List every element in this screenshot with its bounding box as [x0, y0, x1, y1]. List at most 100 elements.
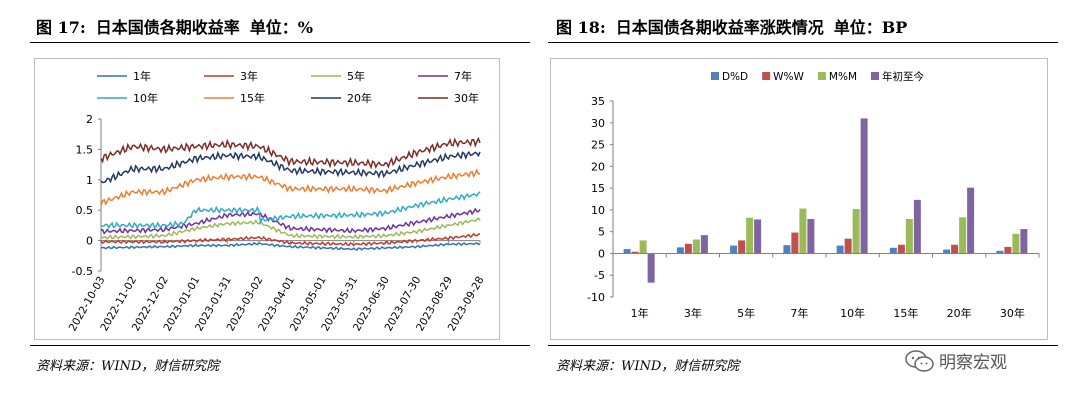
legend-label: 1年	[133, 69, 151, 83]
figure-title: 图 18: 日本国债各期收益率涨跌情况 单位：BP	[556, 14, 917, 38]
x-tick-label: 5年	[737, 306, 755, 320]
source-note: 资料来源：WIND，财信研究院	[556, 359, 740, 374]
bar	[897, 244, 905, 254]
x-tick-label: 1年	[631, 306, 649, 320]
bar	[647, 253, 655, 283]
y-tick-label: 1	[86, 174, 93, 187]
legend-label: 7年	[454, 69, 472, 83]
bar	[996, 250, 1004, 254]
y-tick-label: 1.5	[76, 143, 94, 156]
bar	[967, 187, 975, 254]
y-tick-label: 30	[591, 117, 605, 130]
y-tick-label: 25	[591, 139, 605, 152]
bar	[943, 249, 951, 254]
legend-swatch	[711, 72, 719, 80]
bar	[1012, 233, 1020, 254]
source-rule	[30, 345, 530, 346]
figure-title-text: 日本国债各期收益率涨跌情况	[615, 18, 824, 37]
legend-label: 30年	[454, 91, 479, 105]
legend-label: D%D	[722, 71, 748, 83]
legend-label: 10年	[133, 91, 158, 105]
panel-change-chart: 图 18: 日本国债各期收益率涨跌情况 单位：BP D%D W%W M%M 年初至今 -10…	[534, 0, 1068, 403]
x-tick-label: 20年	[947, 306, 972, 320]
title-rule	[548, 42, 1058, 43]
legend-label: 15年	[240, 91, 265, 105]
y-tick-label: 15	[591, 182, 605, 195]
bar	[684, 243, 692, 254]
legend-swatch	[871, 72, 880, 80]
bar	[730, 245, 738, 254]
legend-swatch	[762, 72, 771, 80]
y-tick-label: -5	[594, 269, 605, 282]
y-tick-label: 0	[598, 247, 605, 260]
series-line	[100, 168, 480, 206]
legend-label: 20年	[347, 91, 372, 105]
series-line	[100, 232, 481, 247]
y-tick-label: 5	[598, 226, 605, 239]
source-rule	[548, 345, 1058, 346]
bar	[1020, 229, 1028, 254]
x-tick-label: 30年	[1000, 306, 1025, 320]
bar	[631, 251, 639, 254]
watermark-text: 明察宏观	[939, 353, 1007, 373]
y-tick-label: 2	[86, 113, 93, 126]
x-tick-label: 3年	[684, 306, 702, 320]
title-rule	[30, 42, 530, 43]
y-tick-label: 10	[591, 204, 605, 217]
panel-yield-chart: 图 17: 日本国债各期收益率 单位：% 1年 3年 5年 7年 10年 15年 20年 30年 -…	[30, 18, 530, 374]
bar	[799, 208, 807, 254]
bar	[1004, 246, 1012, 254]
bar	[852, 209, 860, 254]
bar	[913, 199, 921, 254]
bar	[676, 247, 684, 254]
figure-unit: 单位：%	[249, 18, 313, 37]
series-line	[100, 150, 481, 184]
legend-label: W%W	[773, 71, 804, 83]
legend-label: 5年	[347, 69, 365, 83]
series-line	[100, 136, 481, 170]
legend-label: M%M	[829, 71, 857, 83]
figure-unit: 单位：BP	[833, 18, 908, 37]
series-line	[100, 241, 481, 252]
bar	[889, 247, 897, 254]
bar	[844, 238, 852, 254]
bar	[783, 245, 791, 254]
y-tick-label: -0.5	[72, 265, 93, 278]
y-tick-label: 35	[591, 95, 605, 108]
figure-title-text: 日本国债各期收益率	[95, 18, 240, 37]
series-line	[100, 207, 481, 235]
y-tick-label: -10	[587, 291, 605, 304]
bar	[623, 249, 631, 254]
bar	[692, 239, 700, 254]
bar	[700, 235, 708, 254]
bar-chart: D%D W%W M%M 年初至今 -10 -5 0 5 10 15 20 25 30 35 1年 3年 5年 7年…	[587, 70, 1040, 320]
bar	[639, 240, 647, 254]
wechat-icon	[905, 349, 934, 372]
source-note: 资料来源：WIND，财信研究院	[36, 359, 220, 374]
legend-label: 3年	[240, 69, 258, 83]
bar	[807, 219, 815, 254]
watermark: 明察宏观	[905, 348, 1007, 373]
bar	[791, 232, 799, 254]
bar	[738, 240, 746, 254]
bar	[746, 217, 754, 254]
figure-label: 图 17:	[36, 18, 86, 37]
bar	[754, 219, 762, 254]
bar	[951, 244, 959, 254]
y-tick-label: 0	[86, 235, 93, 248]
chart-frame: D%D W%W M%M 年初至今 -10 -5 0 5 10 15 20 25 30 35 1年 3年 5年 7年…	[550, 58, 1048, 340]
bar	[836, 245, 844, 254]
x-tick-label: 10年	[840, 306, 865, 320]
chart-frame: 1年 3年 5年 7年 10年 15年 20年 30年 -0.5 0 0.5 1 1.5 2 2022-10…	[34, 58, 500, 340]
bar	[905, 219, 913, 254]
series-line	[100, 217, 481, 240]
y-tick-label: 20	[591, 160, 605, 173]
bar	[860, 118, 868, 254]
y-tick-label: 0.5	[76, 204, 94, 217]
legend-label: 年初至今	[882, 70, 924, 83]
x-tick-label: 7年	[790, 306, 808, 320]
x-tick-label: 15年	[893, 306, 918, 320]
legend-swatch	[817, 72, 826, 80]
bar	[959, 217, 967, 254]
